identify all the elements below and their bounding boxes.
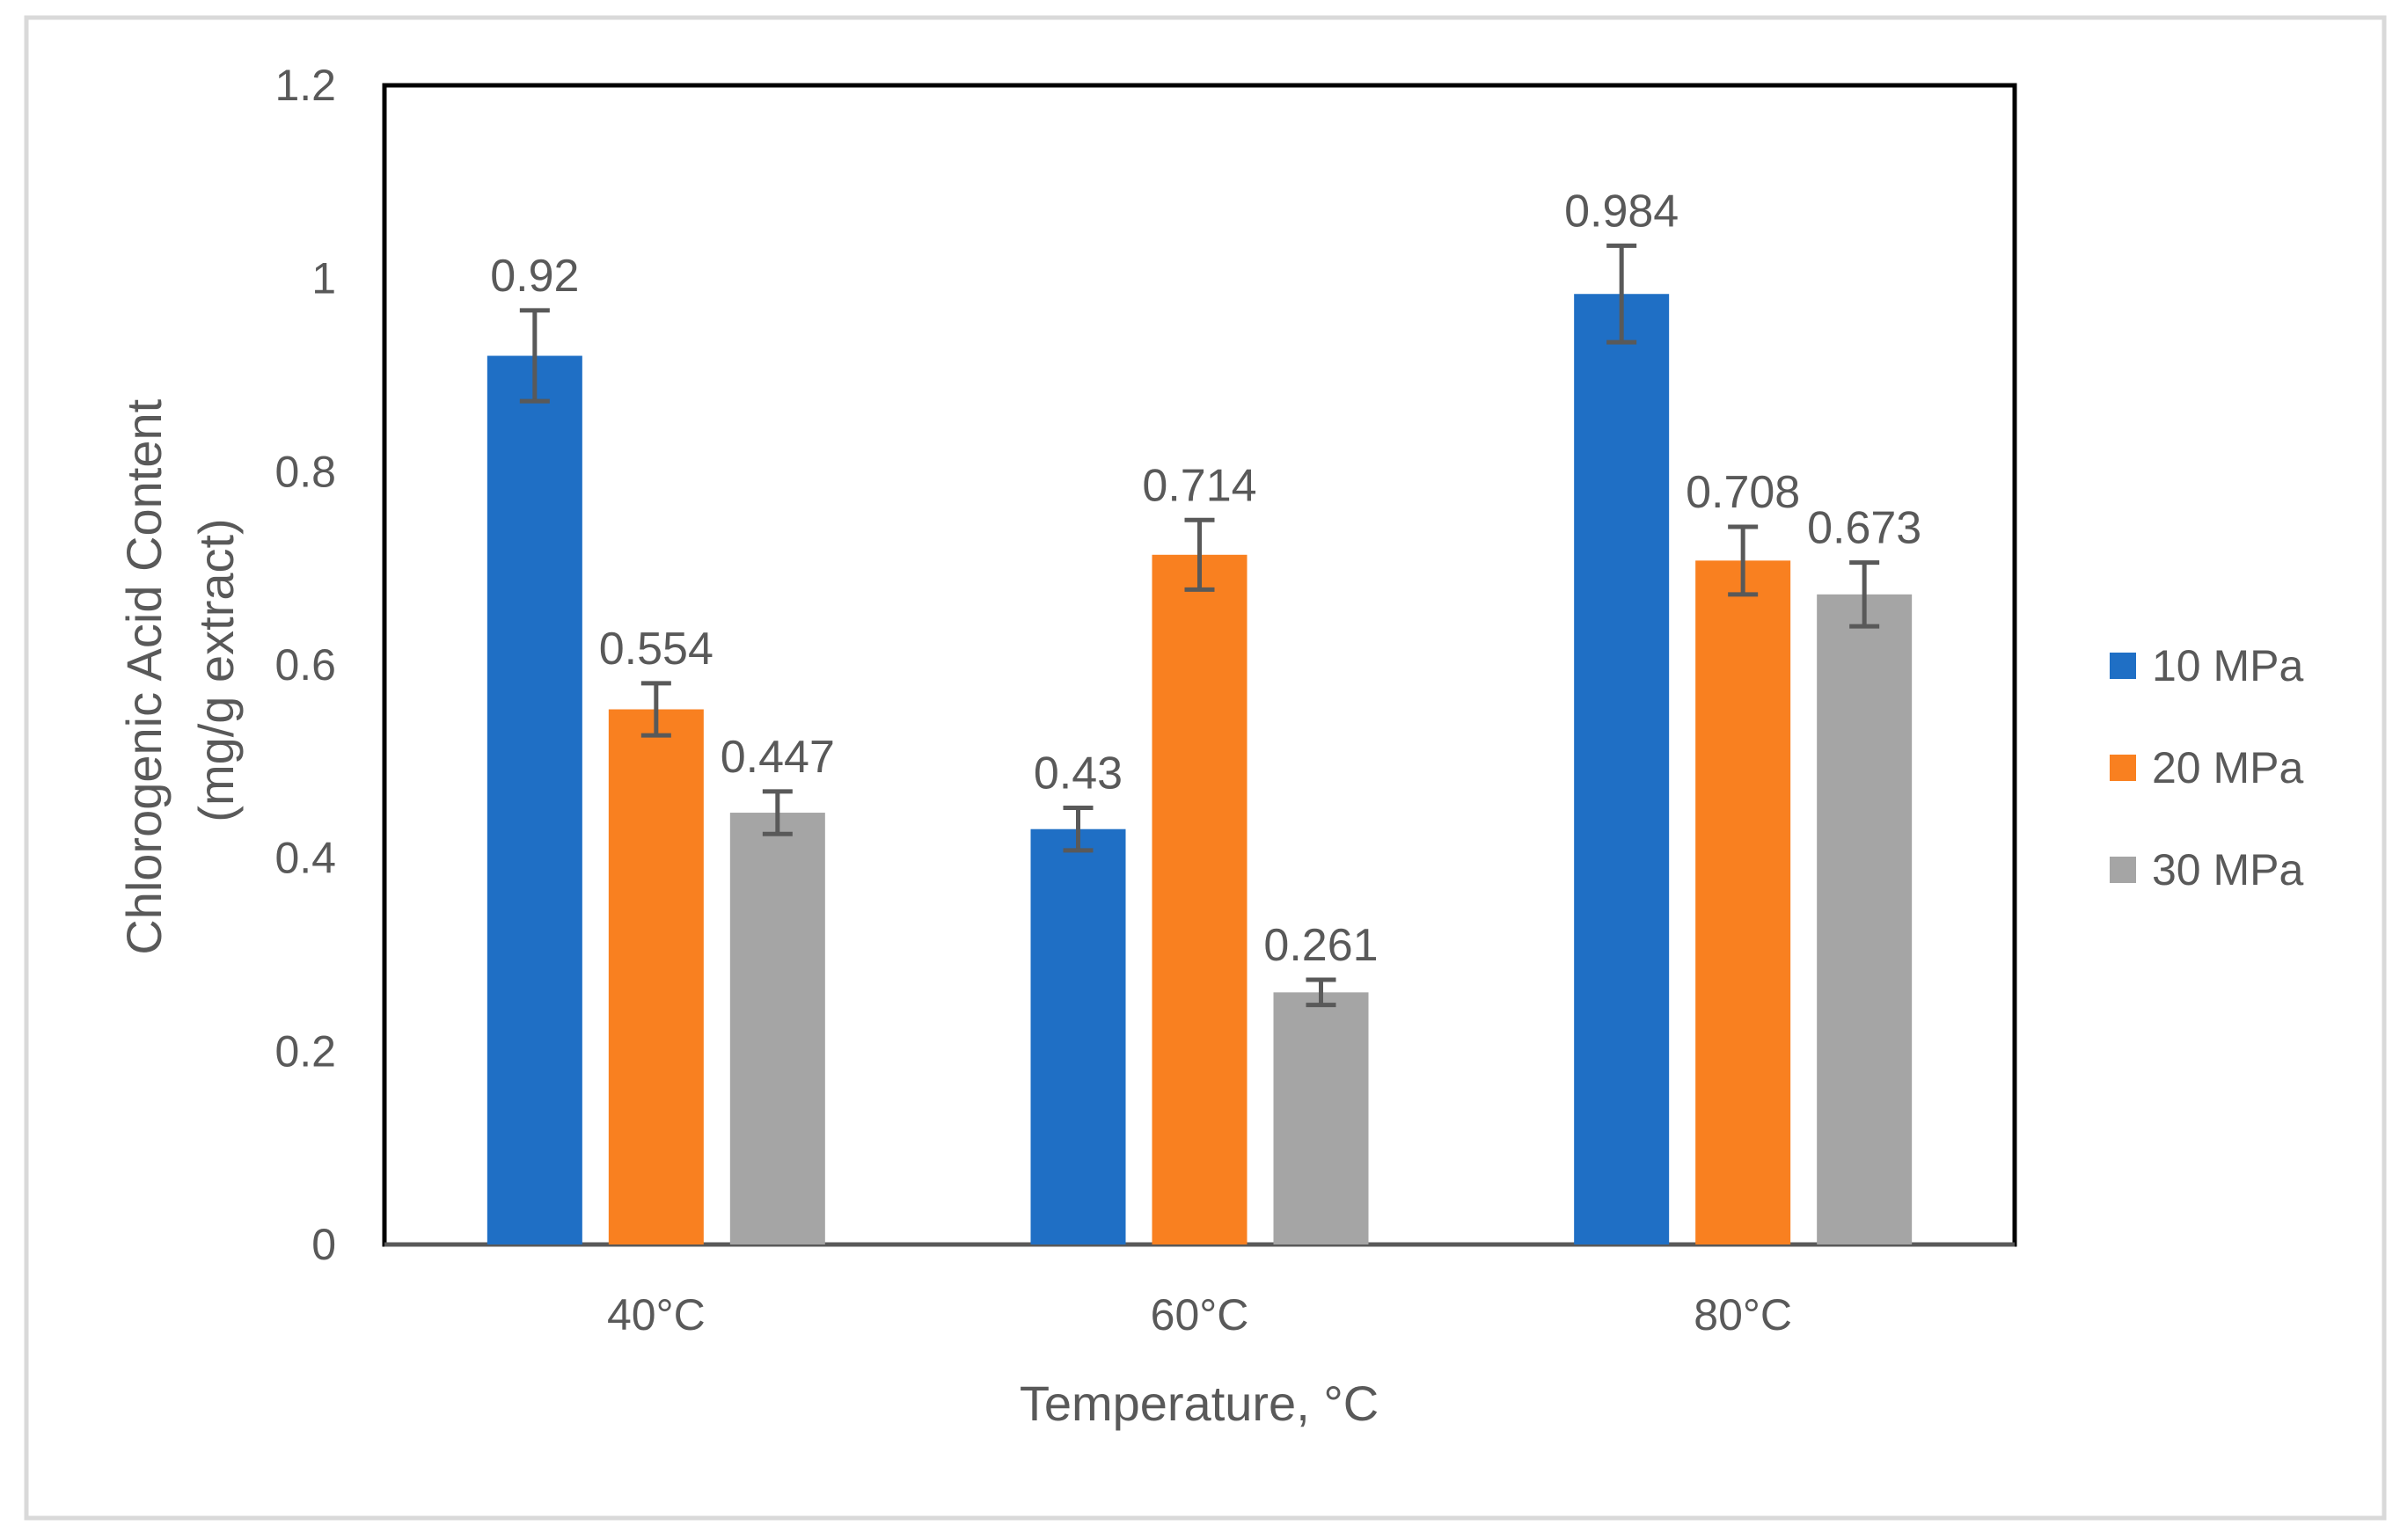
y-tick-label: 0.8 xyxy=(274,447,336,496)
legend-label: 10 MPa xyxy=(2152,641,2304,690)
data-labels-layer: 0.92 0.554 0.447 0.43 0.714 0.261 0.984 0.7080.… xyxy=(490,186,1921,971)
bars-layer xyxy=(487,294,1913,1244)
bar xyxy=(1152,554,1248,1244)
data-label: 0.984 xyxy=(1564,186,1679,237)
data-label: 0.43 xyxy=(1034,748,1123,799)
y-axis-title: Chlorogenic Acid Content (mg/g extract) xyxy=(116,385,244,955)
y-tick-label: 1 xyxy=(311,254,336,303)
legend-swatch xyxy=(2110,755,2136,781)
y-tick-label: 0 xyxy=(311,1220,336,1269)
bar xyxy=(729,813,825,1244)
x-axis-title: Temperature, °C xyxy=(1020,1376,1379,1431)
legend-label: 20 MPa xyxy=(2152,743,2304,792)
data-label: 0.261 xyxy=(1263,920,1378,971)
y-axis-title-line-1: Chlorogenic Acid Content xyxy=(116,398,172,954)
y-tick-label: 1.2 xyxy=(274,61,336,110)
legend-swatch xyxy=(2110,653,2136,679)
legend-item: 20 MPa xyxy=(2110,743,2304,792)
data-label: 0.714 xyxy=(1142,460,1256,511)
y-tick-label: 0.4 xyxy=(274,834,336,883)
legend-item: 30 MPa xyxy=(2110,845,2304,894)
bar xyxy=(1817,594,1913,1244)
legend: 10 MPa 20 MPa 30 MPa xyxy=(2110,641,2304,894)
y-axis-ticks: 0 0.2 0.4 0.6 0.8 1 1.2 xyxy=(274,61,336,1269)
y-axis-title-line-2: (mg/g extract) xyxy=(188,518,244,821)
x-tick-label: 40°C xyxy=(607,1290,706,1339)
legend-label: 30 MPa xyxy=(2152,845,2304,894)
legend-item: 10 MPa xyxy=(2110,641,2304,690)
x-tick-label: 60°C xyxy=(1151,1290,1249,1339)
bar xyxy=(1574,294,1670,1244)
error-bars-layer xyxy=(519,243,1880,1008)
data-label: 0.673 xyxy=(1807,503,1921,554)
bar xyxy=(1030,828,1126,1244)
x-tick-label: 80°C xyxy=(1694,1290,1792,1339)
y-tick-label: 0.2 xyxy=(274,1026,336,1076)
bar xyxy=(1695,560,1791,1244)
y-tick-label: 0.6 xyxy=(274,640,336,690)
legend-swatch xyxy=(2110,857,2136,883)
data-label: 0.708 xyxy=(1686,467,1800,518)
bar xyxy=(608,709,704,1244)
bar xyxy=(487,355,582,1244)
bar xyxy=(1273,992,1369,1244)
data-label: 0.554 xyxy=(599,624,713,675)
data-label: 0.92 xyxy=(490,251,579,302)
data-label: 0.447 xyxy=(721,732,835,783)
x-axis-ticks: 40°C 60°C 80°C xyxy=(607,1290,1792,1339)
